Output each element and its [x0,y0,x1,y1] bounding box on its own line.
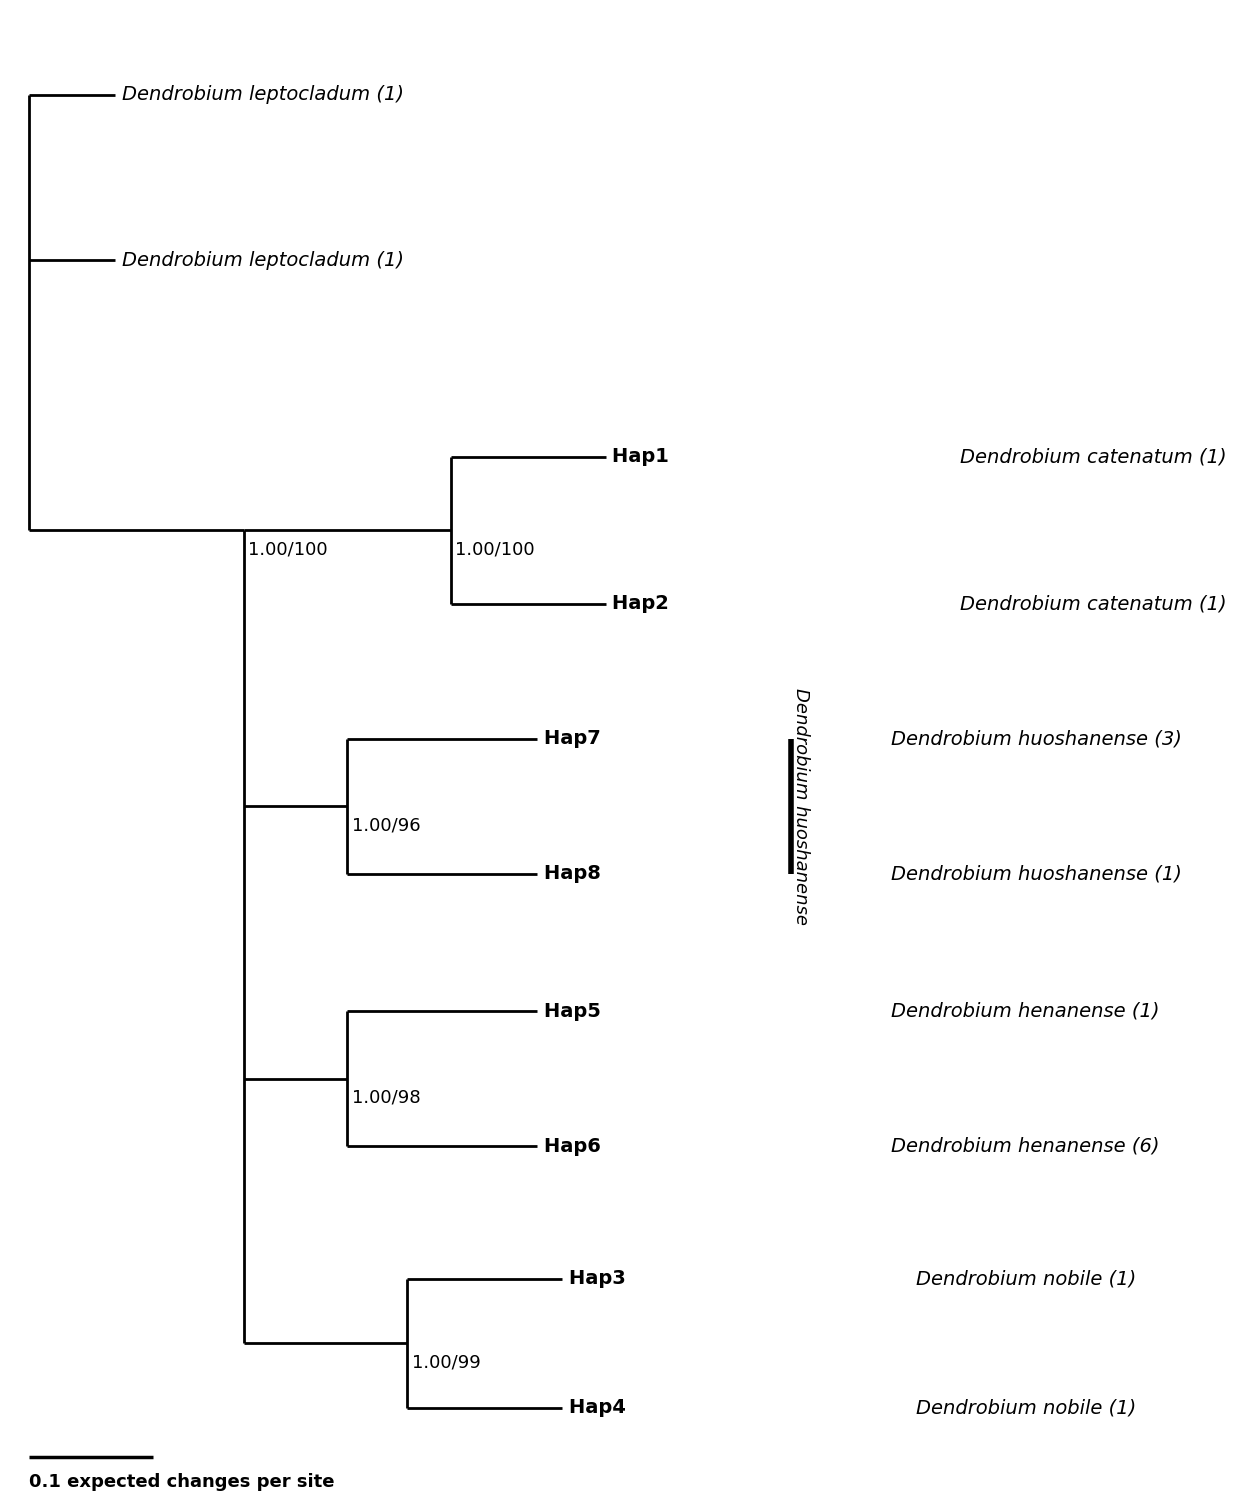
Text: 1.00/98: 1.00/98 [351,1089,420,1107]
Text: Dendrobium huoshanense (3): Dendrobium huoshanense (3) [890,729,1182,748]
Text: Dendrobium huoshanense: Dendrobium huoshanense [792,687,810,925]
Text: Dendrobium nobile (1): Dendrobium nobile (1) [916,1398,1137,1418]
Text: Hap8: Hap8 [543,865,604,883]
Text: Dendrobium catenatum (1): Dendrobium catenatum (1) [960,447,1226,466]
Text: 1.00/100: 1.00/100 [248,541,327,559]
Text: Dendrobium catenatum (1): Dendrobium catenatum (1) [960,595,1226,614]
Text: 1.00/96: 1.00/96 [351,816,420,834]
Text: Hap2: Hap2 [613,595,673,614]
Text: 1.00/99: 1.00/99 [412,1354,481,1371]
Text: Dendrobium henanense (6): Dendrobium henanense (6) [890,1137,1159,1156]
Text: 1.00/100: 1.00/100 [455,541,534,559]
Text: Dendrobium nobile (1): Dendrobium nobile (1) [916,1270,1137,1288]
Text: Dendrobium huoshanense (1): Dendrobium huoshanense (1) [890,865,1182,883]
Text: Hap7: Hap7 [543,729,604,748]
Text: Hap1: Hap1 [613,447,673,466]
Text: Hap4: Hap4 [569,1398,630,1418]
Text: Dendrobium leptocladum (1): Dendrobium leptocladum (1) [122,251,403,270]
Text: Dendrobium leptocladum (1): Dendrobium leptocladum (1) [122,85,403,105]
Text: 0.1 expected changes per site: 0.1 expected changes per site [29,1473,334,1491]
Text: Hap3: Hap3 [569,1270,630,1288]
Text: Dendrobium henanense (1): Dendrobium henanense (1) [890,1002,1159,1020]
Text: Hap6: Hap6 [543,1137,604,1156]
Text: Hap5: Hap5 [543,1002,604,1020]
